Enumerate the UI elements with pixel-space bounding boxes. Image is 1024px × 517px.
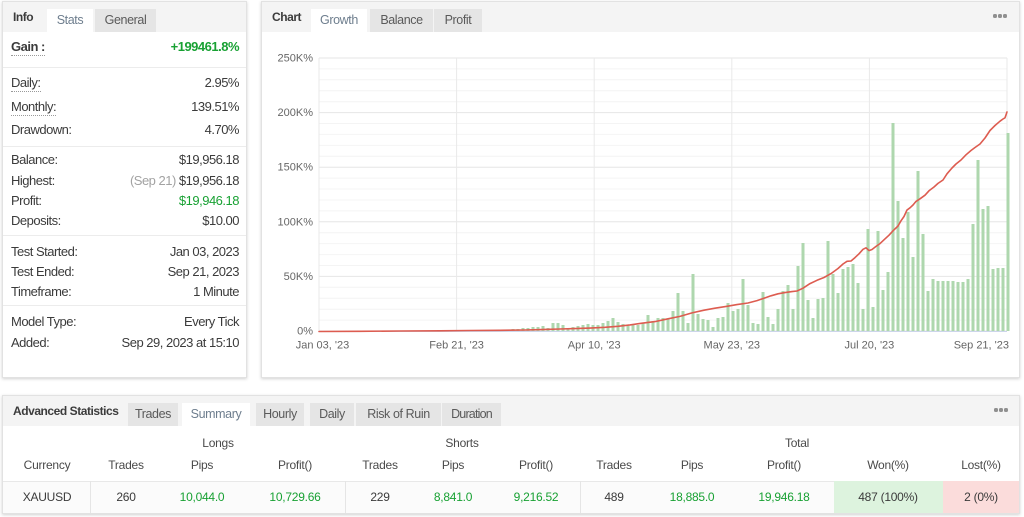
svg-text:200K%: 200K% (278, 107, 314, 119)
svg-text:0%: 0% (297, 326, 313, 338)
svg-text:100K%: 100K% (278, 216, 314, 228)
svg-text:Jul 20, '23: Jul 20, '23 (844, 340, 894, 352)
svg-text:Apr 10, '23: Apr 10, '23 (568, 340, 621, 352)
svg-text:250K%: 250K% (278, 53, 314, 65)
svg-text:May 23, '23: May 23, '23 (704, 340, 761, 352)
svg-text:Feb 21, '23: Feb 21, '23 (429, 340, 484, 352)
svg-text:Sep 21, '23: Sep 21, '23 (954, 340, 1009, 352)
svg-text:50K%: 50K% (284, 271, 314, 283)
svg-text:Jan 03, '23: Jan 03, '23 (296, 340, 349, 352)
svg-text:150K%: 150K% (278, 162, 314, 174)
